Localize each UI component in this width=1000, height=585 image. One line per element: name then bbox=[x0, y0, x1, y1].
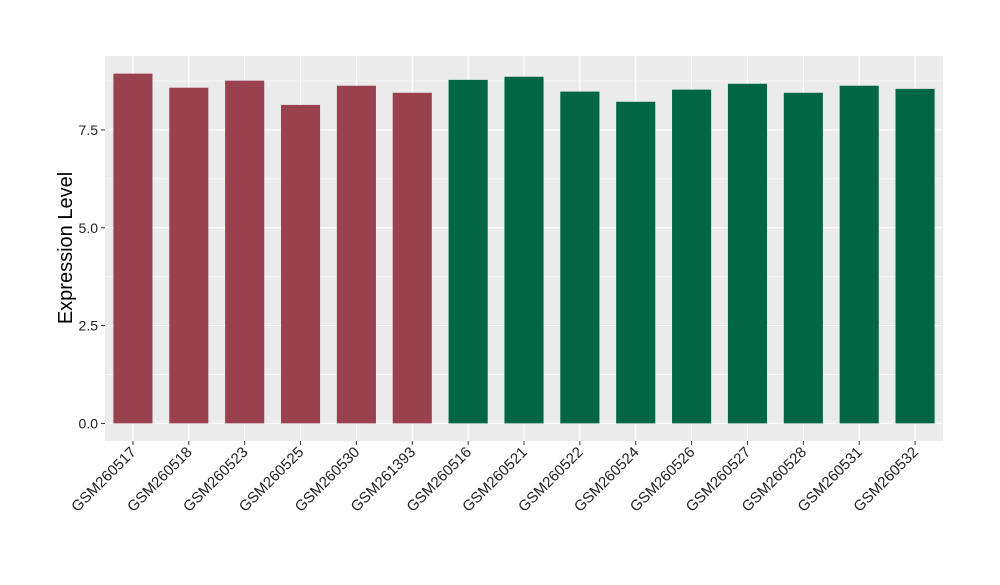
bar-GSM260531 bbox=[839, 85, 879, 424]
bar-GSM260532 bbox=[895, 88, 935, 424]
bar-GSM260524 bbox=[616, 101, 656, 424]
bar-GSM260522 bbox=[560, 91, 600, 424]
y-axis-label: Expression Level bbox=[55, 172, 77, 324]
y-tick-label: 0.0 bbox=[79, 415, 99, 431]
bar-GSM260518 bbox=[169, 87, 209, 424]
bar-GSM261393 bbox=[392, 92, 432, 424]
bar-GSM260530 bbox=[336, 85, 376, 424]
bar-GSM260527 bbox=[727, 83, 768, 424]
y-axis: 0.0 2.5 5.0 7.5 bbox=[79, 122, 105, 431]
bar-GSM260517 bbox=[113, 73, 153, 424]
y-tick-label: 2.5 bbox=[79, 318, 99, 334]
bars bbox=[113, 73, 935, 424]
bar-GSM260521 bbox=[504, 76, 544, 424]
bar-GSM260526 bbox=[672, 89, 712, 424]
bar-GSM260525 bbox=[280, 104, 321, 424]
y-tick-label: 5.0 bbox=[79, 220, 99, 236]
y-tick-label: 7.5 bbox=[79, 122, 99, 138]
bar-GSM260523 bbox=[225, 80, 265, 424]
bar-GSM260528 bbox=[783, 92, 823, 424]
x-axis: GSM260517GSM260518GSM260523GSM260525GSM2… bbox=[68, 441, 922, 515]
bar-GSM260516 bbox=[448, 79, 488, 424]
